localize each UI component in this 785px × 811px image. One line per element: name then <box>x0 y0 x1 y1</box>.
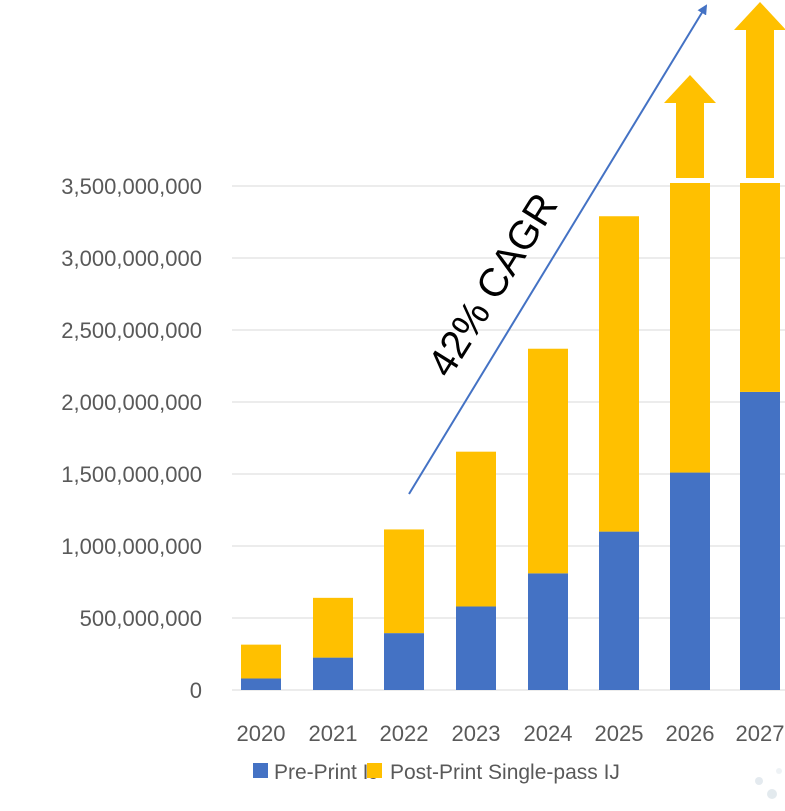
bar-post-print-2023 <box>456 451 496 607</box>
x-tick-label: 2024 <box>524 721 573 746</box>
cagr-arrow <box>408 4 708 495</box>
legend: Pre-Print IJ Post-Print Single-pass IJ <box>253 761 620 784</box>
x-tick-label: 2023 <box>452 721 501 746</box>
y-axis-ticks: 0 500,000,000 1,000,000,000 1,500,000,000 2,… <box>61 174 202 703</box>
decorative-dots <box>755 768 782 799</box>
y-tick-label: 3,000,000,000 <box>61 246 202 271</box>
bar-post-print-2020 <box>241 644 281 679</box>
bar-post-print-2026 <box>670 183 710 473</box>
y-tick-label: 2,000,000,000 <box>61 390 202 415</box>
y-tick-label: 500,000,000 <box>80 606 202 631</box>
bar-pre-print-2022 <box>384 633 424 690</box>
bar-pre-print-2025 <box>599 531 639 690</box>
overflow-shaft-2026 <box>676 103 704 178</box>
bar-post-print-2027 <box>740 183 780 392</box>
bar-pre-print-2020 <box>241 678 281 690</box>
bar-pre-print-2027 <box>740 391 780 690</box>
y-tick-label: 3,500,000,000 <box>61 174 202 199</box>
bars <box>241 183 780 690</box>
x-tick-label: 2020 <box>237 721 286 746</box>
legend-swatch-post-print <box>367 763 382 778</box>
overflow-arrows <box>664 2 785 178</box>
y-tick-label: 0 <box>190 678 202 703</box>
x-tick-label: 2022 <box>380 721 429 746</box>
overflow-head-2026 <box>664 75 716 103</box>
x-tick-label: 2026 <box>666 721 715 746</box>
bar-post-print-2021 <box>313 597 353 658</box>
bar-pre-print-2023 <box>456 606 496 690</box>
bar-post-print-2025 <box>599 216 639 532</box>
legend-swatch-pre-print <box>253 763 268 778</box>
legend-label-post-print: Post-Print Single-pass IJ <box>390 761 620 784</box>
bar-pre-print-2026 <box>670 472 710 690</box>
x-tick-label: 2025 <box>595 721 644 746</box>
x-tick-label: 2027 <box>736 721 785 746</box>
legend-label-pre-print: Pre-Print IJ <box>274 761 379 784</box>
bar-post-print-2024 <box>528 348 568 574</box>
y-tick-label: 1,500,000,000 <box>61 462 202 487</box>
y-tick-label: 2,500,000,000 <box>61 318 202 343</box>
bar-pre-print-2024 <box>528 573 568 690</box>
bar-post-print-2022 <box>384 529 424 634</box>
overflow-head-2027 <box>734 2 785 30</box>
overflow-shaft-2027 <box>746 30 774 178</box>
x-tick-label: 2021 <box>309 721 358 746</box>
y-tick-label: 1,000,000,000 <box>61 534 202 559</box>
x-axis-ticks: 2020 2021 2022 2023 2024 2025 2026 2027 <box>237 721 785 746</box>
bar-pre-print-2021 <box>313 657 353 690</box>
